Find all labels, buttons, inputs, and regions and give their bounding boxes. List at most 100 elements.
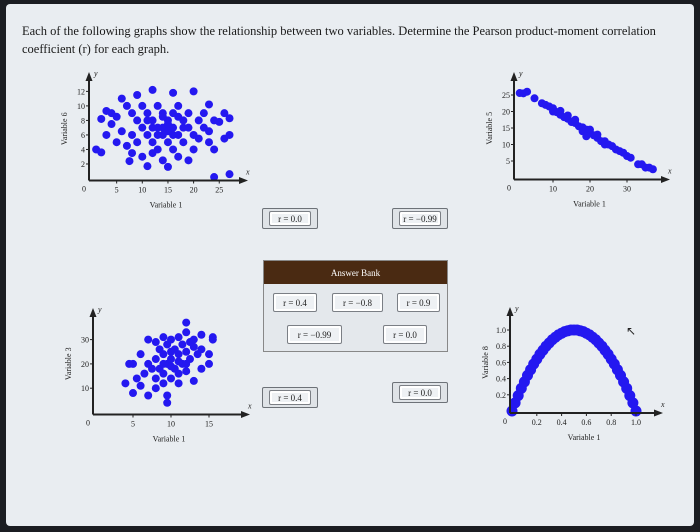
data-point xyxy=(138,123,147,132)
x-tick-label: 15 xyxy=(164,186,172,195)
data-point xyxy=(159,359,168,368)
data-point xyxy=(220,109,229,118)
data-point xyxy=(204,100,213,109)
placed-answer-graph2[interactable]: r = −0.99 xyxy=(399,211,441,226)
answer-bank-title: Answer Bank xyxy=(264,261,447,284)
y-tick-label: 0.6 xyxy=(496,358,506,367)
data-point xyxy=(163,162,172,171)
drop-zone-graph2[interactable]: r = −0.99 xyxy=(392,208,448,229)
y-tick-label: 20 xyxy=(502,108,510,117)
x-tick-label: 15 xyxy=(205,420,213,429)
y-tick-label: 0.2 xyxy=(496,391,506,400)
question-text: Each of the following graphs show the re… xyxy=(22,24,656,56)
data-point xyxy=(117,127,126,136)
data-point xyxy=(189,87,198,96)
data-point xyxy=(151,355,160,364)
scatter-plot-3: x y 0 5 10 15 10 20 30 Variable 1 Variable 3 xyxy=(64,305,252,444)
scatter-plot-4: x y 0 0.2 0.4 0.6 0.8 1.0 0.2 0.4 0.6 0.8 1.0 Variabl… xyxy=(481,304,665,442)
answer-chip[interactable]: r = −0.99 xyxy=(287,325,342,344)
drop-zone-graph1[interactable]: r = 0.0 xyxy=(262,208,318,229)
x-tick-label: 10 xyxy=(167,420,175,429)
answer-chip[interactable]: r = −0.8 xyxy=(332,293,383,312)
x-axis-letter: x xyxy=(245,168,250,177)
data-point xyxy=(208,333,217,342)
y-tick-label: 0.8 xyxy=(496,342,506,351)
origin-label: 0 xyxy=(86,419,90,428)
x-axis-letter: x xyxy=(667,167,672,176)
x-tick-label: 0.8 xyxy=(606,418,616,427)
x-tick-label: 0.6 xyxy=(581,418,591,427)
data-point xyxy=(184,109,193,118)
data-point xyxy=(197,330,206,339)
data-point xyxy=(159,369,168,378)
data-point xyxy=(174,379,183,388)
x-axis-label: Variable 1 xyxy=(153,435,186,444)
y-tick-label: 6 xyxy=(81,131,85,140)
placed-answer-graph4[interactable]: r = 0.0 xyxy=(399,385,441,400)
data-point xyxy=(159,350,168,359)
x-tick-label: 25 xyxy=(215,186,223,195)
y-tick-label: 12 xyxy=(77,87,85,96)
data-point xyxy=(136,350,145,359)
x-axis-arrow-icon xyxy=(661,176,670,183)
drop-zone-graph4[interactable]: r = 0.0 xyxy=(392,382,448,403)
data-point xyxy=(167,362,175,371)
data-point xyxy=(179,138,188,147)
origin-label: 0 xyxy=(503,417,507,426)
data-point xyxy=(112,112,121,121)
y-tick-label: 10 xyxy=(502,141,510,150)
x-tick-label: 20 xyxy=(586,185,594,194)
data-point xyxy=(153,145,162,154)
data-point xyxy=(174,350,183,359)
answer-chip[interactable]: r = 0.9 xyxy=(397,293,440,312)
data-point xyxy=(169,145,178,154)
data-point xyxy=(138,101,147,110)
answer-chip[interactable]: r = 0.0 xyxy=(383,325,427,344)
data-point xyxy=(128,109,137,118)
data-point xyxy=(129,389,137,398)
data-point xyxy=(122,141,131,150)
data-point xyxy=(205,359,213,368)
origin-label: 0 xyxy=(507,184,511,193)
data-point xyxy=(167,335,175,344)
data-point xyxy=(556,106,565,115)
y-axis-label: Variable 6 xyxy=(60,112,69,145)
scatter-plot-1: x y 0 5 10 15 20 25 2 4 6 8 10 12 Variable 1 Variable 6 xyxy=(60,69,250,210)
data-point xyxy=(184,156,193,165)
data-point xyxy=(197,345,206,354)
placed-answer-graph3[interactable]: r = 0.4 xyxy=(269,390,311,405)
data-point xyxy=(144,335,153,344)
data-point xyxy=(182,318,191,327)
placed-answer-graph1[interactable]: r = 0.0 xyxy=(269,211,311,226)
data-point xyxy=(163,120,172,129)
data-point xyxy=(167,374,175,383)
data-point xyxy=(133,116,142,125)
x-axis-label: Variable 1 xyxy=(568,433,601,442)
data-point xyxy=(148,138,157,147)
data-point xyxy=(225,170,234,179)
x-tick-label: 30 xyxy=(623,185,631,194)
y-axis-letter: y xyxy=(97,305,102,314)
data-point xyxy=(158,112,167,121)
y-axis-arrow-icon xyxy=(85,72,93,81)
data-point xyxy=(151,338,160,347)
y-tick-label: 25 xyxy=(502,91,510,100)
y-tick-label: 1.0 xyxy=(496,326,506,335)
drop-zone-graph3[interactable]: r = 0.4 xyxy=(262,387,318,408)
y-axis-label: Variable 8 xyxy=(481,346,490,379)
x-axis-label: Variable 1 xyxy=(150,201,183,210)
data-point xyxy=(163,127,172,136)
data-point xyxy=(159,333,168,342)
y-tick-label: 20 xyxy=(81,360,89,369)
data-point xyxy=(189,335,198,344)
data-point xyxy=(174,357,183,366)
x-axis-arrow-icon xyxy=(239,177,248,184)
data-point xyxy=(167,355,175,364)
data-point xyxy=(225,130,234,139)
data-point xyxy=(138,152,147,161)
data-point xyxy=(148,364,156,373)
data-point xyxy=(205,350,213,359)
answer-chip[interactable]: r = 0.4 xyxy=(273,293,317,312)
y-axis-arrow-icon xyxy=(510,72,518,81)
